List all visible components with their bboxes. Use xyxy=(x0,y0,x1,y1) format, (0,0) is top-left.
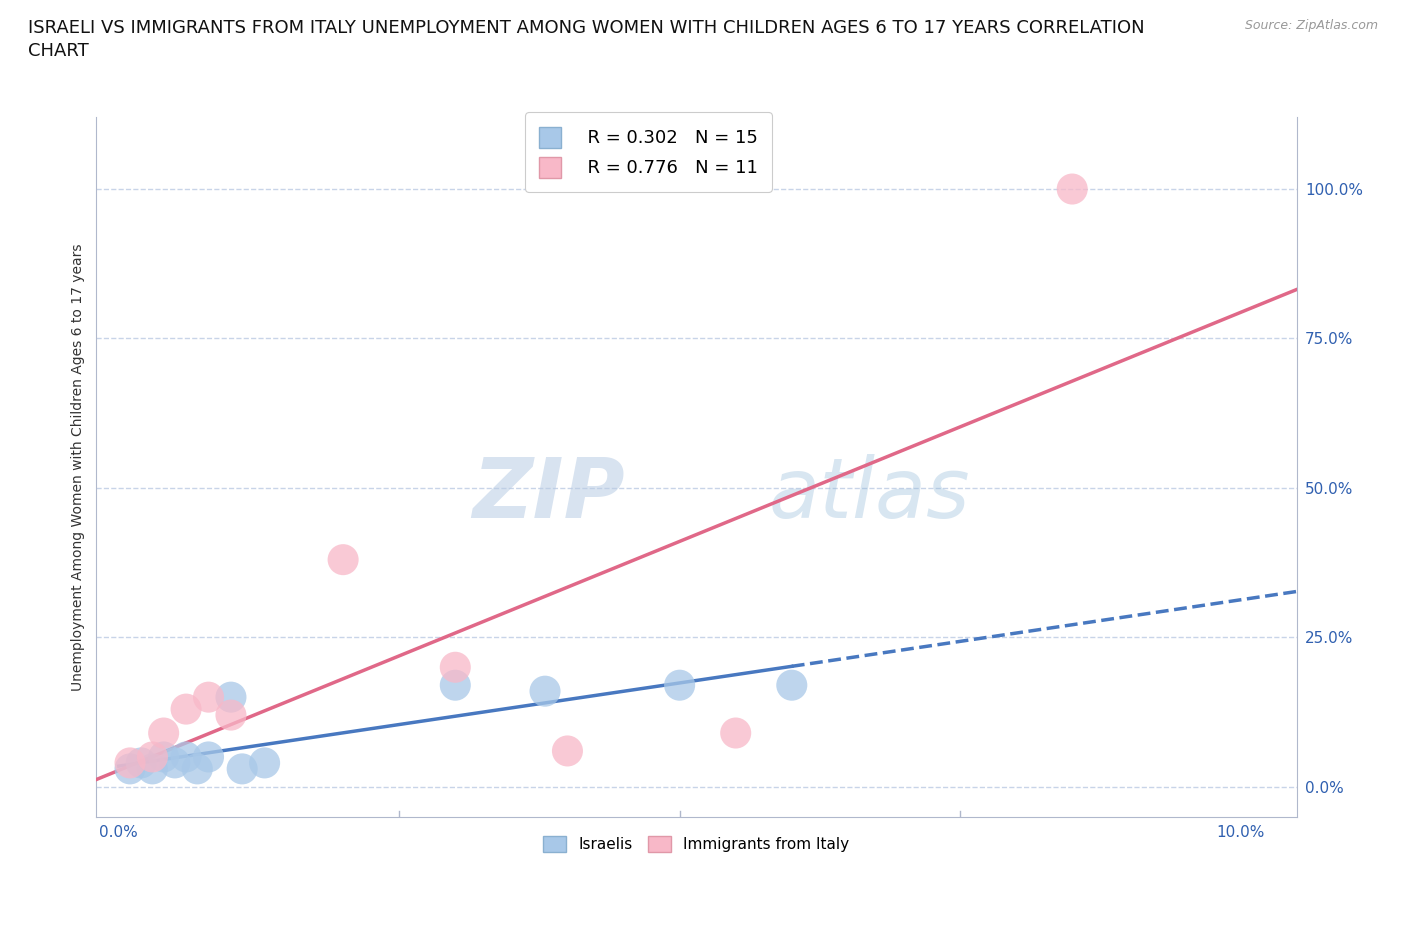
Point xyxy=(174,750,197,764)
Point xyxy=(557,743,579,758)
Point xyxy=(219,708,242,723)
Point xyxy=(129,755,152,770)
Point xyxy=(253,755,276,770)
Point xyxy=(163,755,186,770)
Legend: Israelis, Immigrants from Italy: Israelis, Immigrants from Italy xyxy=(537,830,855,858)
Point xyxy=(141,762,163,777)
Point xyxy=(780,678,803,693)
Point xyxy=(668,678,690,693)
Point xyxy=(152,725,174,740)
Point xyxy=(186,762,208,777)
Point xyxy=(444,678,467,693)
Point xyxy=(118,762,141,777)
Point xyxy=(724,725,747,740)
Text: Source: ZipAtlas.com: Source: ZipAtlas.com xyxy=(1244,19,1378,32)
Text: ISRAELI VS IMMIGRANTS FROM ITALY UNEMPLOYMENT AMONG WOMEN WITH CHILDREN AGES 6 T: ISRAELI VS IMMIGRANTS FROM ITALY UNEMPLO… xyxy=(28,19,1144,60)
Point xyxy=(1062,181,1084,196)
Point xyxy=(444,659,467,674)
Point xyxy=(174,701,197,716)
Point xyxy=(118,755,141,770)
Text: atlas: atlas xyxy=(769,455,970,536)
Point xyxy=(197,690,219,705)
Point xyxy=(332,552,354,567)
Text: ZIP: ZIP xyxy=(472,455,624,536)
Point xyxy=(231,762,253,777)
Point xyxy=(141,750,163,764)
Point xyxy=(152,750,174,764)
Point xyxy=(197,750,219,764)
Point xyxy=(219,690,242,705)
Y-axis label: Unemployment Among Women with Children Ages 6 to 17 years: Unemployment Among Women with Children A… xyxy=(72,244,86,691)
Point xyxy=(534,684,557,698)
